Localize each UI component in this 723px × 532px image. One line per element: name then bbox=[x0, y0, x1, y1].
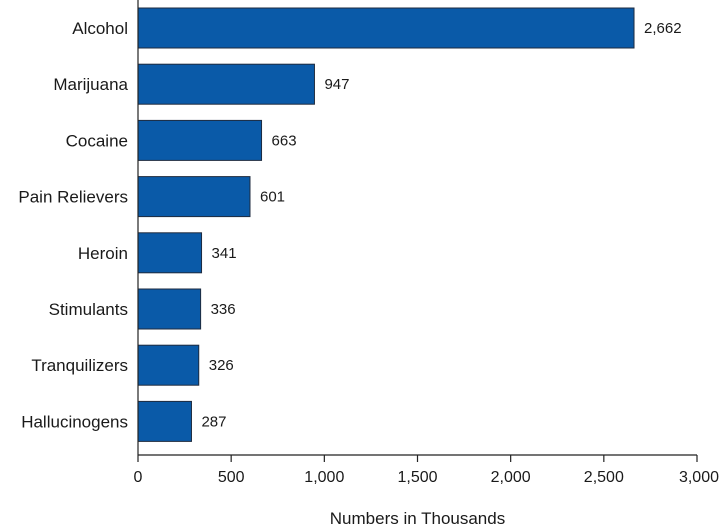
x-tick-label: 2,000 bbox=[491, 469, 531, 486]
bar-hallucinogens bbox=[137, 400, 192, 442]
x-axis-title: Numbers in Thousands bbox=[330, 509, 505, 528]
bar-pain-relievers bbox=[137, 176, 251, 218]
value-label-stimulants: 336 bbox=[211, 301, 236, 318]
category-labels: Alcohol Marijuana Cocaine Pain Relievers Her… bbox=[18, 19, 128, 431]
x-tick-label: 1,000 bbox=[304, 469, 344, 486]
bar-tranquilizers bbox=[137, 344, 200, 386]
x-tick-label: 3,000 bbox=[679, 469, 719, 486]
value-label-alcohol: 2,662 bbox=[644, 20, 682, 37]
x-tick-label: 0 bbox=[134, 469, 143, 486]
value-label-heroin: 341 bbox=[212, 245, 237, 262]
x-tick-label: 2,500 bbox=[584, 469, 624, 486]
value-label-marijuana: 947 bbox=[324, 76, 349, 93]
category-label-cocaine: Cocaine bbox=[66, 131, 128, 150]
value-labels: 2,662 947 663 601 341 336 326 287 bbox=[201, 20, 681, 430]
bar-cocaine bbox=[137, 119, 263, 161]
bar-marijuana bbox=[137, 63, 315, 105]
value-label-tranquilizers: 326 bbox=[209, 357, 234, 374]
category-label-marijuana: Marijuana bbox=[53, 75, 128, 94]
category-label-pain-relievers: Pain Relievers bbox=[18, 188, 128, 207]
value-label-hallucinogens: 287 bbox=[201, 413, 226, 430]
value-label-cocaine: 663 bbox=[272, 132, 297, 149]
category-label-heroin: Heroin bbox=[78, 244, 128, 263]
bar-heroin bbox=[137, 232, 203, 274]
bar-stimulants bbox=[137, 288, 202, 330]
x-tick-label: 1,500 bbox=[397, 469, 437, 486]
category-label-hallucinogens: Hallucinogens bbox=[21, 412, 128, 431]
category-label-tranquilizers: Tranquilizers bbox=[31, 356, 128, 375]
value-label-pain-relievers: 601 bbox=[260, 189, 285, 206]
bar-alcohol bbox=[137, 7, 635, 49]
bars-layer bbox=[137, 7, 635, 442]
x-tick-label: 500 bbox=[218, 469, 245, 486]
category-label-stimulants: Stimulants bbox=[49, 300, 128, 319]
x-axis: 0 500 1,000 1,500 2,000 2,500 3,000 bbox=[134, 0, 719, 486]
category-label-alcohol: Alcohol bbox=[72, 19, 128, 38]
